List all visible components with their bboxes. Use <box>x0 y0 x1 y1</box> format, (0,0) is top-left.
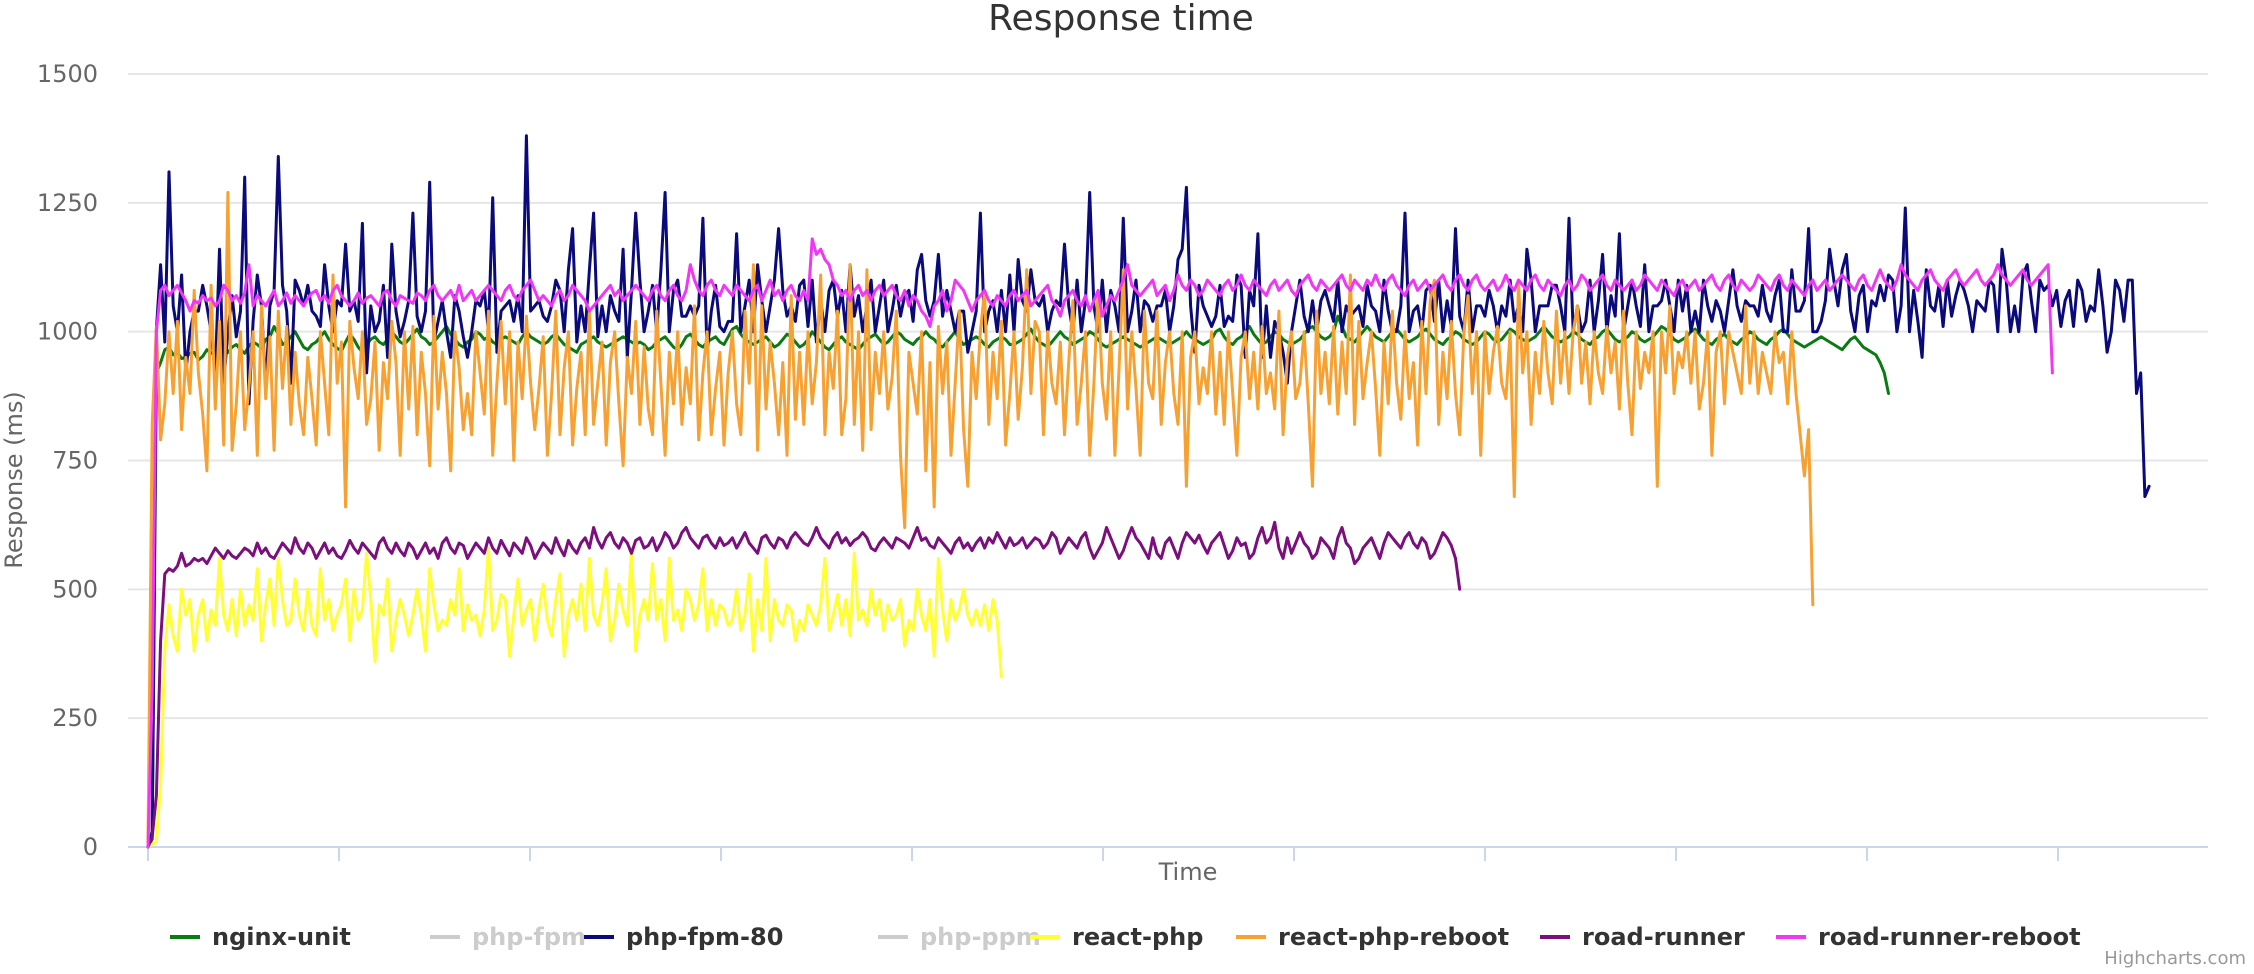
chart-title: Response time <box>988 0 1254 39</box>
legend: nginx-unit php-fpm php-fpm-80 php-ppm react-… <box>170 923 2081 951</box>
y-tick-label-1: 250 <box>52 704 98 732</box>
legend-item-php-fpm[interactable]: php-fpm <box>430 923 586 951</box>
series-line-php-fpm-80 <box>146 134 2151 849</box>
legend-item-php-ppm[interactable]: php-ppm <box>878 923 1041 951</box>
series-line-nginx-unit <box>146 314 1890 849</box>
credits[interactable]: Highcharts.com <box>2104 948 2246 969</box>
legend-label-react-php: react-php <box>1072 923 1203 951</box>
legend-label-road-runner-reboot: road-runner-reboot <box>1818 923 2081 951</box>
legend-item-road-runner[interactable]: road-runner <box>1540 923 1745 951</box>
y-axis-title: Response (ms) <box>0 391 28 569</box>
legend-item-nginx-unit[interactable]: nginx-unit <box>170 923 351 951</box>
y-tick-label-4: 1000 <box>37 318 98 346</box>
legend-label-road-runner: road-runner <box>1582 923 1745 951</box>
series-lines <box>146 134 2151 849</box>
y-tick-label-2: 500 <box>52 575 98 603</box>
x-axis-title: Time <box>1158 858 1218 886</box>
y-tick-label-0: 0 <box>83 833 98 861</box>
legend-label-php-fpm: php-fpm <box>472 923 586 951</box>
legend-item-react-php[interactable]: react-php <box>1030 923 1203 951</box>
series-line-road-runner <box>146 520 1462 849</box>
legend-label-react-php-reboot: react-php-reboot <box>1278 923 1509 951</box>
legend-label-php-ppm: php-ppm <box>920 923 1041 951</box>
legend-item-react-php-reboot[interactable]: react-php-reboot <box>1236 923 1509 951</box>
series-line-road-runner-reboot <box>146 237 2054 849</box>
y-tick-label-3: 750 <box>52 447 98 475</box>
y-tick-label-5: 1250 <box>37 189 98 217</box>
y-axis-ticks: 0 250 500 750 1000 1250 1500 <box>37 60 98 861</box>
x-axis <box>128 846 2208 861</box>
y-tick-label-6: 1500 <box>37 60 98 88</box>
series-line-react-php <box>146 546 1003 849</box>
series-line-react-php-reboot <box>146 191 1815 844</box>
legend-label-php-fpm-80: php-fpm-80 <box>626 923 783 951</box>
legend-label-nginx-unit: nginx-unit <box>212 923 351 951</box>
legend-item-road-runner-reboot[interactable]: road-runner-reboot <box>1776 923 2081 951</box>
legend-item-php-fpm-80[interactable]: php-fpm-80 <box>584 923 783 951</box>
